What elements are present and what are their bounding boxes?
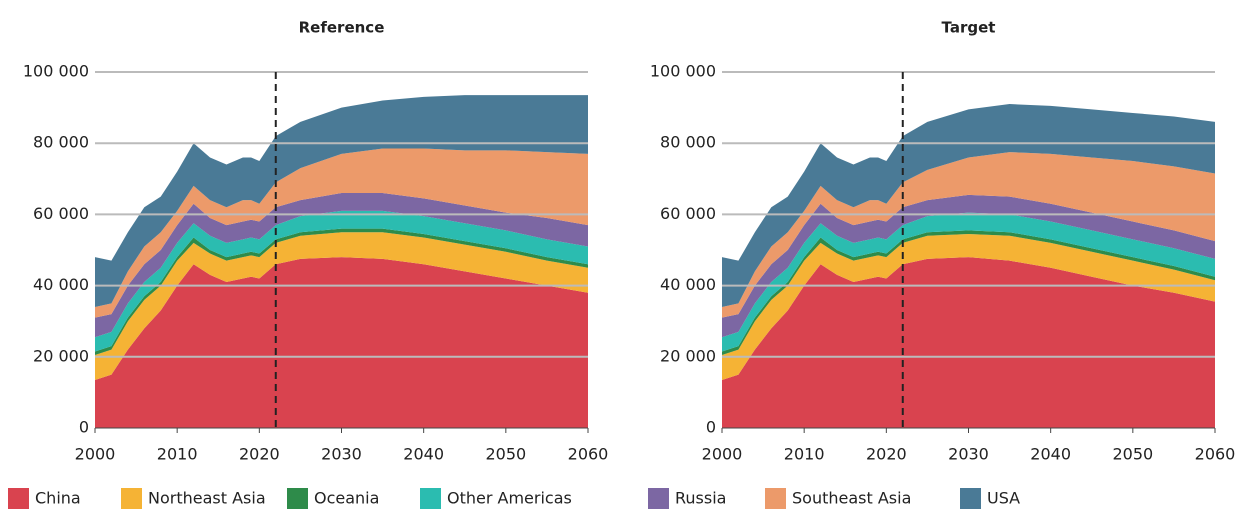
legend-label: Russia — [675, 489, 726, 508]
y-tick-label: 0 — [79, 418, 89, 437]
area — [722, 194, 1215, 338]
legend-label: Other Americas — [447, 489, 572, 508]
legend-swatch — [287, 488, 308, 509]
area — [95, 232, 588, 380]
y-tick-label: 60 000 — [660, 204, 716, 223]
chart-title: Reference — [299, 19, 385, 37]
area — [95, 193, 588, 338]
legend-swatch — [960, 488, 981, 509]
x-tick-label: 2000 — [75, 445, 116, 464]
legend-label: USA — [987, 489, 1020, 508]
legend-swatch — [648, 488, 669, 509]
x-tick-label: 2010 — [157, 445, 198, 464]
x-tick-label: 2030 — [321, 445, 362, 464]
x-tick-label: 2040 — [1030, 445, 1071, 464]
area — [722, 212, 1215, 352]
x-tick-label: 2060 — [568, 445, 609, 464]
x-tick-label: 2030 — [948, 445, 989, 464]
legend-swatch — [8, 488, 29, 509]
area — [95, 257, 588, 428]
x-tick-label: 2020 — [239, 445, 280, 464]
y-tick-label: 80 000 — [33, 133, 89, 152]
y-tick-label: 20 000 — [660, 346, 716, 365]
x-tick-label: 2000 — [702, 445, 743, 464]
y-tick-label: 40 000 — [33, 275, 89, 294]
legend-label: Southeast Asia — [792, 489, 911, 508]
legend-swatch — [420, 488, 441, 509]
y-tick-label: 20 000 — [33, 346, 89, 365]
x-tick-label: 2050 — [485, 445, 526, 464]
y-tick-label: 100 000 — [23, 62, 89, 81]
y-tick-label: 80 000 — [660, 133, 716, 152]
x-tick-label: 2050 — [1112, 445, 1153, 464]
area — [722, 104, 1215, 307]
area — [95, 210, 588, 352]
x-tick-label: 2060 — [1195, 445, 1236, 464]
x-tick-label: 2010 — [784, 445, 825, 464]
chart-title: Target — [942, 19, 996, 37]
y-tick-label: 40 000 — [660, 275, 716, 294]
area — [722, 257, 1215, 428]
legend-swatch — [121, 488, 142, 509]
y-tick-label: 60 000 — [33, 204, 89, 223]
x-tick-label: 2020 — [866, 445, 907, 464]
legend-label: Oceania — [314, 489, 379, 508]
area — [722, 233, 1215, 380]
area — [722, 152, 1215, 318]
area — [95, 95, 588, 307]
legend-label: China — [35, 489, 81, 508]
legend-label: Northeast Asia — [148, 489, 266, 508]
y-tick-label: 0 — [706, 418, 716, 437]
area — [95, 148, 588, 318]
y-tick-label: 100 000 — [650, 62, 716, 81]
x-tick-label: 2040 — [403, 445, 444, 464]
legend-swatch — [765, 488, 786, 509]
